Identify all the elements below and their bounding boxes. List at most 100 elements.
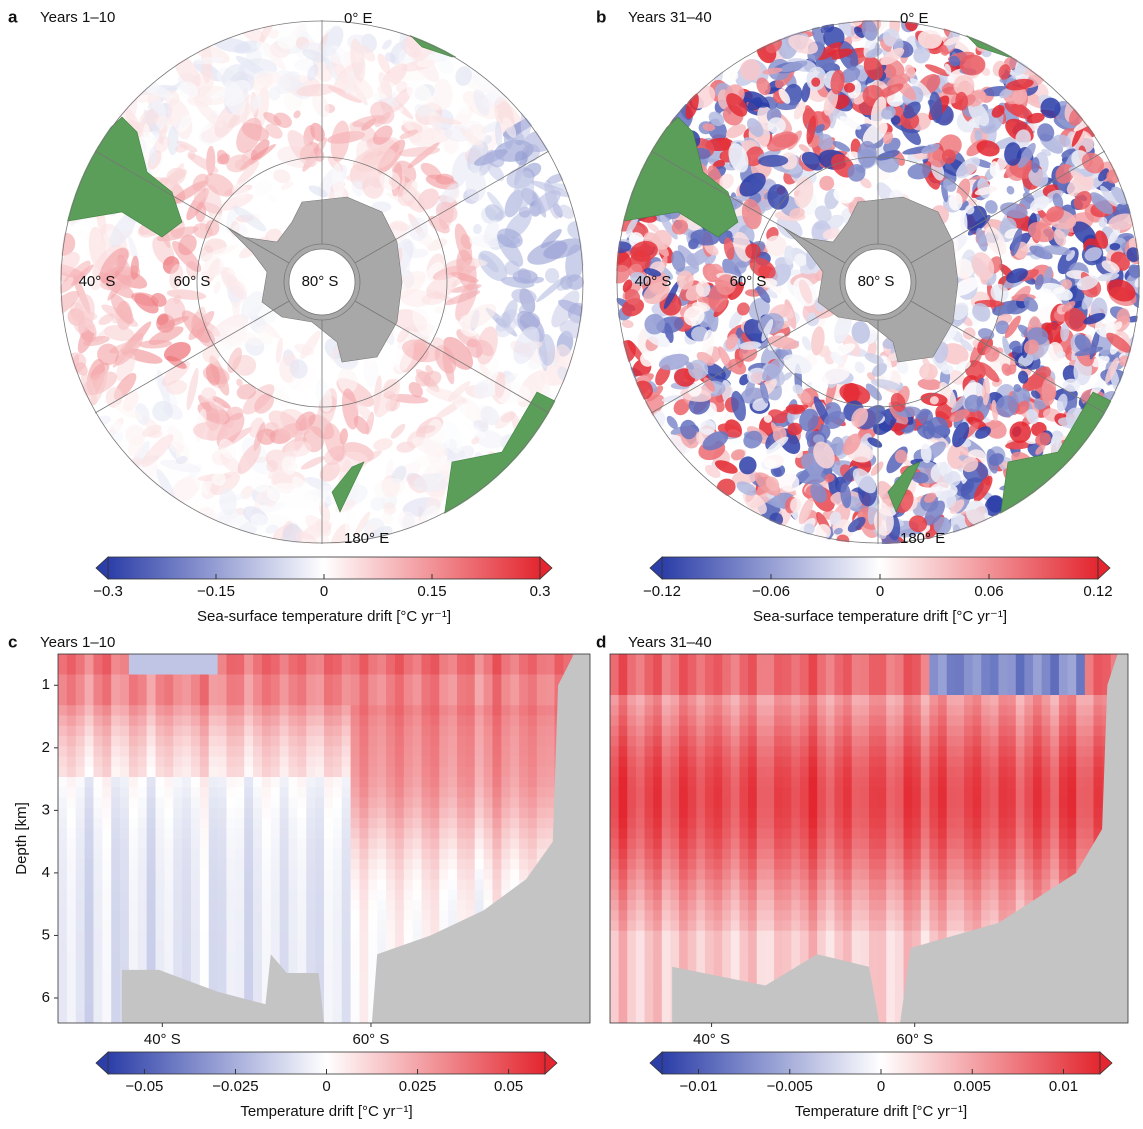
section-cell bbox=[324, 695, 334, 706]
panel-title: Years 1–10 bbox=[40, 634, 115, 651]
section-cell bbox=[519, 777, 529, 788]
section-cell bbox=[430, 869, 440, 881]
section-cell bbox=[261, 930, 272, 942]
section-cell bbox=[111, 1002, 121, 1014]
sst-patch bbox=[265, 524, 279, 534]
section-cell bbox=[610, 756, 620, 768]
section-cell bbox=[644, 910, 654, 922]
sst-patch bbox=[1106, 332, 1132, 353]
section-cell bbox=[306, 859, 316, 870]
section-cell bbox=[653, 777, 663, 788]
section-cell bbox=[111, 664, 121, 676]
section-cell bbox=[191, 787, 201, 799]
section-cell bbox=[120, 848, 130, 860]
section-cell bbox=[111, 818, 121, 829]
section-cell bbox=[501, 807, 511, 819]
section-cell bbox=[146, 879, 157, 891]
sst-patch bbox=[894, 449, 908, 464]
section-cell bbox=[173, 900, 183, 911]
section-cell bbox=[412, 756, 423, 768]
section-cell bbox=[75, 838, 86, 850]
map-label: 180° E bbox=[344, 530, 389, 547]
section-cell bbox=[146, 736, 157, 747]
section-cell bbox=[315, 766, 325, 778]
section-cell bbox=[377, 920, 387, 932]
section-cell bbox=[164, 900, 174, 911]
section-cell bbox=[618, 807, 628, 819]
sst-patch bbox=[749, 257, 776, 279]
section-cell bbox=[457, 736, 467, 747]
sst-patch bbox=[685, 361, 695, 370]
section-cell bbox=[279, 746, 290, 758]
section-cell bbox=[545, 777, 556, 788]
section-cell bbox=[297, 869, 307, 881]
section-cell bbox=[377, 941, 387, 952]
y-axis-label: Depth [km] bbox=[13, 802, 30, 875]
sst-patch bbox=[793, 176, 814, 209]
section-cell bbox=[93, 756, 103, 768]
section-cell bbox=[430, 684, 440, 696]
section-cell bbox=[635, 777, 646, 788]
section-cell bbox=[173, 838, 183, 850]
sst-patch bbox=[673, 398, 690, 416]
section-cell bbox=[58, 787, 68, 799]
sst-patch bbox=[819, 175, 835, 191]
section-cell bbox=[217, 838, 228, 850]
section-cell bbox=[618, 797, 628, 809]
section-cell bbox=[137, 818, 148, 829]
section-cell bbox=[128, 766, 139, 778]
section-cell bbox=[297, 736, 307, 747]
section-cell bbox=[120, 674, 130, 686]
section-cell bbox=[235, 695, 245, 706]
sst-patch bbox=[832, 141, 851, 152]
section-cell bbox=[527, 766, 538, 778]
section-cell bbox=[58, 879, 68, 891]
section-cell bbox=[155, 664, 165, 676]
section-cell bbox=[235, 818, 245, 829]
section-cell bbox=[164, 684, 174, 696]
section-cell bbox=[120, 746, 130, 758]
section-cell bbox=[412, 705, 423, 717]
sst-patch bbox=[815, 124, 825, 134]
section-cell bbox=[653, 674, 663, 686]
sst-patch bbox=[192, 173, 209, 192]
section-cell bbox=[610, 848, 620, 860]
sst-patch bbox=[363, 355, 379, 388]
section-cell bbox=[519, 736, 529, 747]
section-cell bbox=[394, 664, 405, 676]
section-cell bbox=[75, 920, 86, 932]
section-cell bbox=[421, 715, 431, 727]
section-cell bbox=[137, 664, 148, 676]
section-cell bbox=[173, 910, 183, 922]
section-cell bbox=[519, 715, 529, 727]
panel-label: b bbox=[596, 7, 606, 26]
section-cell bbox=[191, 725, 201, 737]
section-cell bbox=[173, 951, 183, 963]
sst-patch bbox=[560, 276, 573, 290]
section-cell bbox=[102, 777, 112, 788]
sst-patch bbox=[917, 29, 943, 49]
section-cell bbox=[244, 992, 254, 1004]
section-cell bbox=[288, 889, 298, 901]
section-cell bbox=[217, 920, 228, 932]
section-cell bbox=[199, 674, 210, 686]
sst-patch bbox=[1039, 282, 1066, 295]
section-cell bbox=[66, 941, 77, 952]
section-cell bbox=[244, 654, 254, 665]
section-cell bbox=[235, 787, 245, 799]
sst-patch bbox=[644, 313, 665, 335]
section-cell bbox=[610, 766, 620, 778]
sst-patch bbox=[1108, 213, 1137, 231]
section-cell bbox=[279, 777, 290, 788]
section-cell bbox=[430, 859, 440, 870]
section-cell bbox=[653, 807, 663, 819]
section-cell bbox=[644, 654, 654, 665]
section-cell bbox=[111, 961, 121, 973]
section-cell bbox=[208, 654, 219, 665]
sst-patch bbox=[1106, 279, 1136, 302]
sst-patch bbox=[1030, 196, 1050, 212]
section-cell bbox=[217, 654, 228, 665]
section-cell bbox=[66, 715, 77, 727]
section-cell bbox=[306, 889, 316, 901]
section-cell bbox=[377, 746, 387, 758]
